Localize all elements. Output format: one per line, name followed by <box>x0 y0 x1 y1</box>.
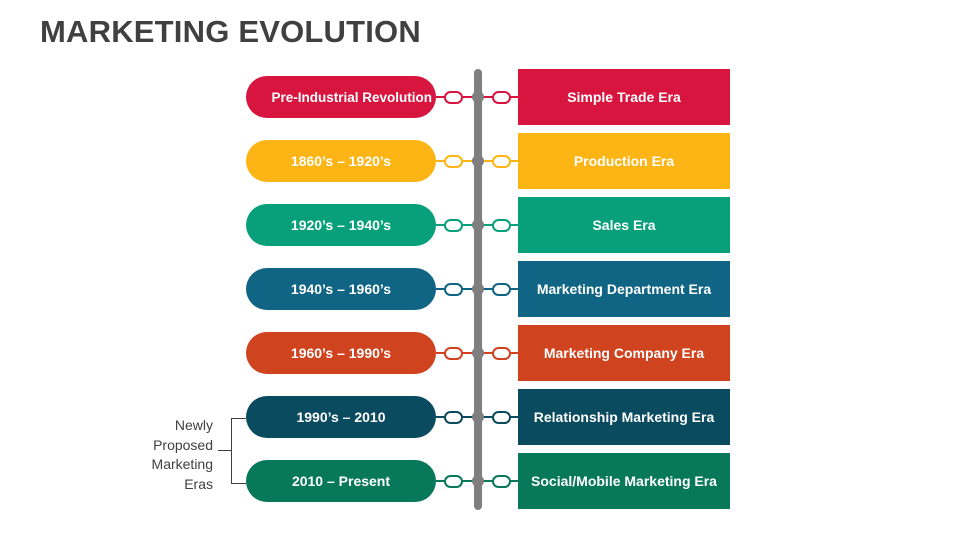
timeline-row: 1860’s – 1920’s Production Era <box>0 133 960 189</box>
chain-link-icon <box>444 347 463 360</box>
chain-link-icon <box>492 219 511 232</box>
era-box: Marketing Company Era <box>518 325 730 381</box>
page-title: MARKETING EVOLUTION <box>40 14 421 49</box>
bracket-line <box>231 483 246 484</box>
period-pill: Pre-Industrial Revolution <box>246 76 436 118</box>
side-label-line: Marketing <box>151 456 213 472</box>
timeline-row: Pre-Industrial Revolution Simple Trade Er… <box>0 69 960 125</box>
timeline-node-icon <box>472 347 484 359</box>
bracket-line <box>218 450 231 451</box>
timeline-row: 1960’s – 1990’s Marketing Company Era <box>0 325 960 381</box>
chain-link-icon <box>492 155 511 168</box>
timeline-node-icon <box>472 155 484 167</box>
era-box: Simple Trade Era <box>518 69 730 125</box>
bracket-line <box>231 418 232 484</box>
chain-link-icon <box>444 475 463 488</box>
chain-link-icon <box>444 283 463 296</box>
chain-link-icon <box>444 155 463 168</box>
timeline-node-icon <box>472 91 484 103</box>
chain-link-icon <box>492 411 511 424</box>
era-box: Social/Mobile Marketing Era <box>518 453 730 509</box>
side-label-line: Proposed <box>153 436 213 453</box>
period-pill: 1940’s – 1960’s <box>246 268 436 310</box>
period-pill: 1990’s – 2010 <box>246 396 436 438</box>
period-pill: 1860’s – 1920’s <box>246 140 436 182</box>
timeline-row: 2010 – Present Social/Mobile Marketing Er… <box>0 453 960 509</box>
timeline-row: 1940’s – 1960’s Marketing Department Era <box>0 261 960 317</box>
timeline-node-icon <box>472 475 484 487</box>
period-pill: 1920’s – 1940’s <box>246 204 436 246</box>
timeline-node-icon <box>472 219 484 231</box>
chain-link-icon <box>444 411 463 424</box>
timeline-row: 1990’s – 2010 Relationship Marketing Era <box>0 389 960 445</box>
timeline-node-icon <box>472 411 484 423</box>
period-pill: 1960’s – 1990’s <box>246 332 436 374</box>
era-box: Marketing Department Era <box>518 261 730 317</box>
chain-link-icon <box>492 475 511 488</box>
timeline-row: 1920’s – 1940’s Sales Era <box>0 197 960 253</box>
era-box: Production Era <box>518 133 730 189</box>
side-label-line: Eras <box>184 475 213 492</box>
bracket-line <box>231 418 246 419</box>
chain-link-icon <box>492 347 511 360</box>
side-label-line: Newly <box>174 417 213 433</box>
period-pill: 2010 – Present <box>246 460 436 502</box>
chain-link-icon <box>492 283 511 296</box>
chain-link-icon <box>444 219 463 232</box>
newly-proposed-label: Newly Proposed Marketing Eras <box>130 416 213 494</box>
era-box: Relationship Marketing Era <box>518 389 730 445</box>
chain-link-icon <box>444 91 463 104</box>
era-box: Sales Era <box>518 197 730 253</box>
timeline-node-icon <box>472 283 484 295</box>
chain-link-icon <box>492 91 511 104</box>
